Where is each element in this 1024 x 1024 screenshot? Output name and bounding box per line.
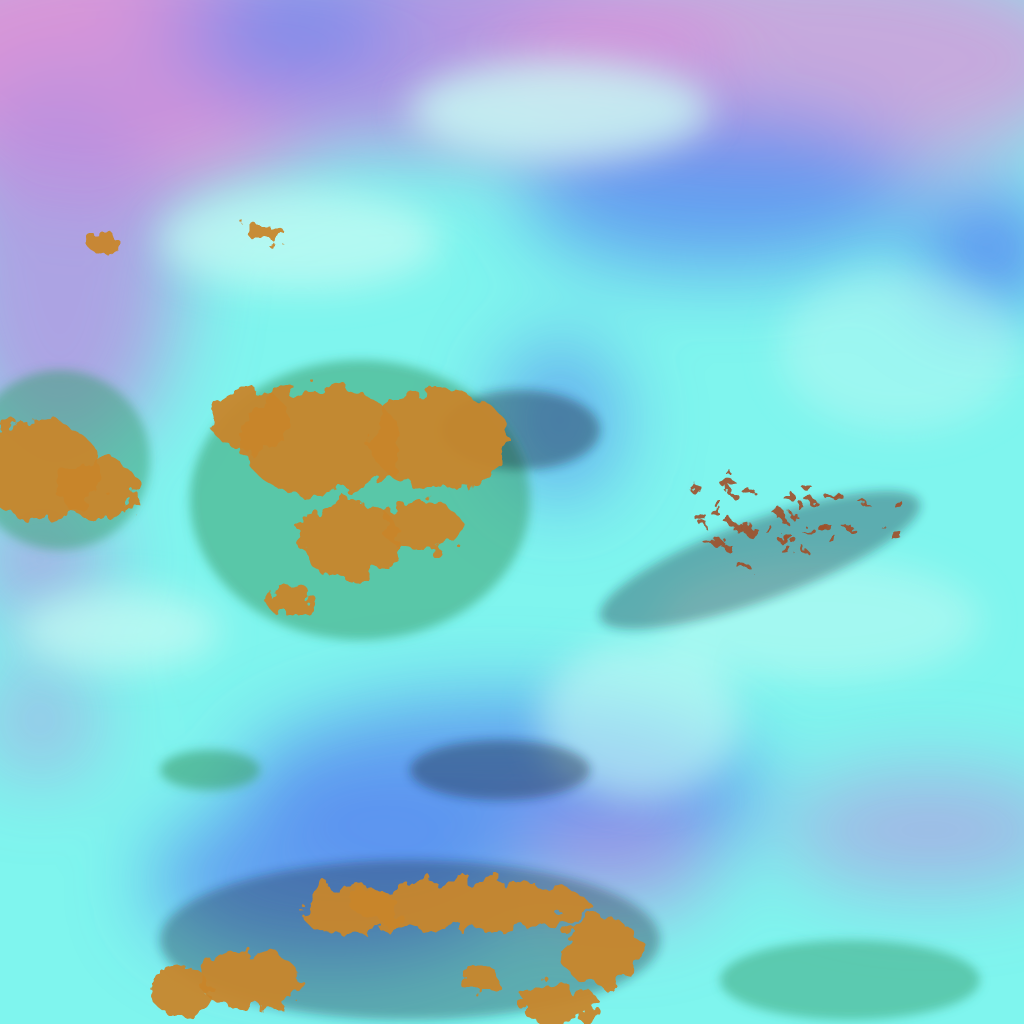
orange-cloud-speck [722,544,733,550]
orange-cloud-speck [708,508,725,515]
orange-cloud-speck [745,565,752,572]
orange-cloud-speck [800,528,816,533]
dark-cloud-texture [599,490,921,630]
orange-cloud-speck [806,486,815,495]
orange-cloud-layer [0,222,906,1024]
orange-cloud-speck [741,488,755,494]
orange-cloud-speck [763,523,771,533]
orange-cloud-mass [560,915,640,985]
haze-patch [200,0,400,90]
orange-cloud-speck [831,537,840,547]
orange-cloud-speck [794,542,802,548]
haze-patch [780,770,1024,890]
orange-cloud-mass [460,965,500,995]
orange-cloud-speck [894,502,906,510]
orange-cloud-speck [784,534,794,544]
dark-cloud-texture [410,740,590,800]
bright-cloud-patch [20,590,220,670]
orange-cloud-speck [860,500,868,505]
orange-cloud-mass [247,222,283,242]
orange-cloud-speck [794,500,804,508]
orange-cloud-mass [200,950,300,1010]
orange-cloud-speck [843,524,853,531]
orange-cloud-mass [370,390,510,490]
orange-cloud-mass [210,390,290,450]
orange-cloud-speck [737,564,748,570]
orange-cloud-mass [60,460,140,520]
orange-cloud-speck [699,521,709,528]
orange-cloud-speck [815,518,823,529]
orange-cloud-mass [300,500,400,580]
haze-patch [0,60,180,460]
orange-cloud-speck [727,488,735,497]
orange-cloud-speck [723,468,731,474]
bright-cloud-patch [780,270,1020,430]
orange-cloud-speck [792,512,799,522]
orange-cloud-mass [300,885,400,935]
orange-cloud-mass [150,965,210,1015]
orange-cloud-speck [775,513,789,519]
orange-cloud-speck [694,513,707,521]
orange-cloud-speck [730,523,744,532]
haze-patch [0,660,100,780]
orange-cloud-speck [887,528,901,537]
orange-cloud-mass [520,985,600,1024]
orange-cloud-speck [822,492,833,498]
bright-cloud-patch [160,190,440,290]
orange-cloud-mass [90,233,120,257]
orange-cloud-speck [688,484,702,493]
orange-cloud-speck [807,498,817,506]
orange-cloud-speck [710,540,726,547]
dark-cloud-texture [160,750,260,790]
orange-cloud-speck [742,524,757,535]
orange-cloud-speck [714,503,726,509]
orange-cloud-speck [832,493,844,501]
bright-cloud-patch [410,60,710,160]
orange-cloud-speck [784,550,797,558]
orange-cloud-mass [350,880,590,930]
orange-cloud-speck [703,540,711,545]
orange-cloud-mass [380,500,460,550]
dark-cloud-texture [720,940,980,1020]
orange-cloud-speck [721,479,737,489]
bright-cloud-patch [540,640,740,800]
orange-cloud-mass [265,585,315,615]
orange-cloud-speck [780,489,793,499]
